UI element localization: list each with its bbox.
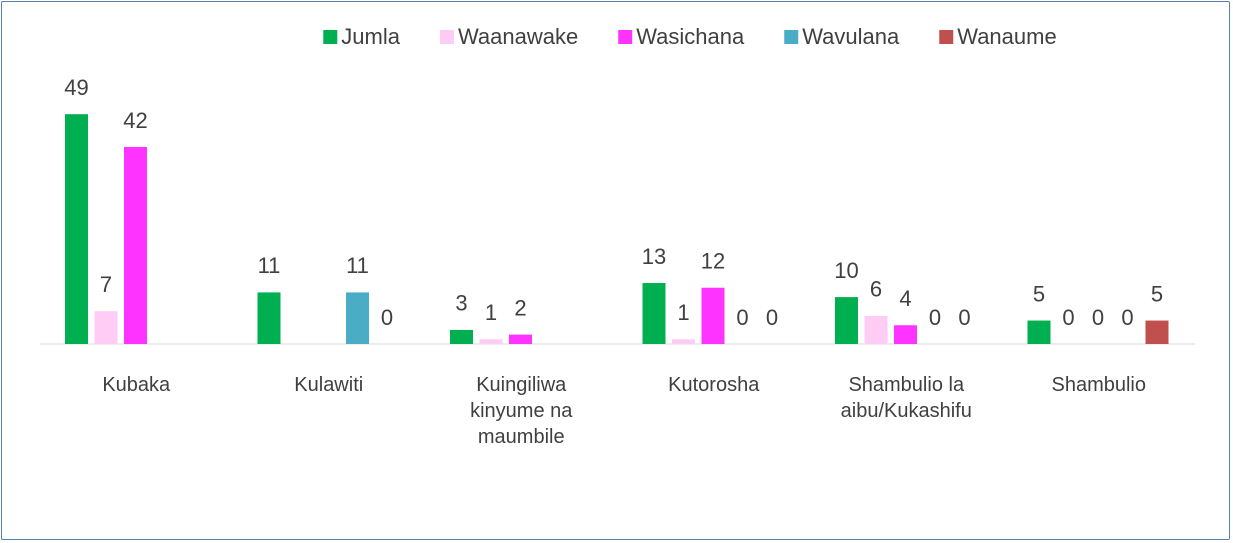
data-label: 49 [64, 75, 88, 100]
legend-label: Wasichana [636, 24, 745, 49]
bar [701, 287, 725, 344]
data-label: 0 [736, 305, 748, 330]
data-label: 0 [958, 305, 970, 330]
data-label: 0 [1092, 305, 1104, 330]
data-label: 4 [899, 286, 911, 311]
data-label: 12 [701, 249, 725, 274]
bar [124, 147, 147, 344]
data-label: 0 [766, 305, 778, 330]
bar [672, 339, 695, 344]
x-tick-label: Kulawiti [294, 374, 364, 396]
data-label: 11 [258, 253, 281, 278]
bar [94, 311, 118, 344]
x-tick-label: Kubaka [102, 374, 171, 396]
bar [65, 114, 88, 344]
data-label: 3 [455, 291, 467, 316]
bar [479, 339, 503, 344]
x-tick-label: Shambulio la aibu/Kukashifu [840, 374, 972, 422]
legend-label: Wanaume [957, 24, 1056, 49]
data-label: 1 [485, 300, 497, 325]
data-label: 0 [929, 305, 941, 330]
bar [257, 292, 281, 344]
x-tick-label: Kuingiliwa kinyume na maumbile [470, 374, 573, 448]
bar [450, 329, 473, 344]
bar [1027, 320, 1051, 344]
legend-swatch [323, 30, 338, 44]
data-label: 6 [870, 277, 882, 302]
bar [509, 334, 532, 344]
data-label: 11 [346, 253, 369, 278]
x-tick-label: Shambulio [1051, 374, 1146, 396]
data-label: 1 [677, 300, 689, 325]
bar [864, 315, 888, 344]
data-label: 10 [834, 258, 858, 283]
bar [1145, 320, 1169, 344]
legend-label: Jumla [341, 24, 400, 49]
data-label: 0 [381, 305, 393, 330]
data-label: 0 [1121, 305, 1133, 330]
data-label: 7 [100, 272, 112, 297]
data-label: 5 [1033, 281, 1045, 306]
legend-label: Waanawake [458, 24, 578, 49]
bar [894, 325, 917, 344]
data-label: 5 [1151, 281, 1163, 306]
data-label: 0 [1062, 305, 1074, 330]
bar [642, 283, 666, 344]
data-label: 13 [642, 244, 666, 269]
legend-swatch [784, 30, 799, 44]
legend-label: Wavulana [802, 24, 900, 49]
x-tick-label: Kutorosha [668, 374, 760, 396]
legend-swatch [618, 30, 633, 44]
legend-swatch [939, 30, 954, 44]
bar [835, 297, 858, 344]
data-label: 2 [514, 295, 526, 320]
legend-swatch [439, 30, 454, 44]
data-label: 42 [123, 108, 147, 133]
bar [346, 292, 369, 344]
